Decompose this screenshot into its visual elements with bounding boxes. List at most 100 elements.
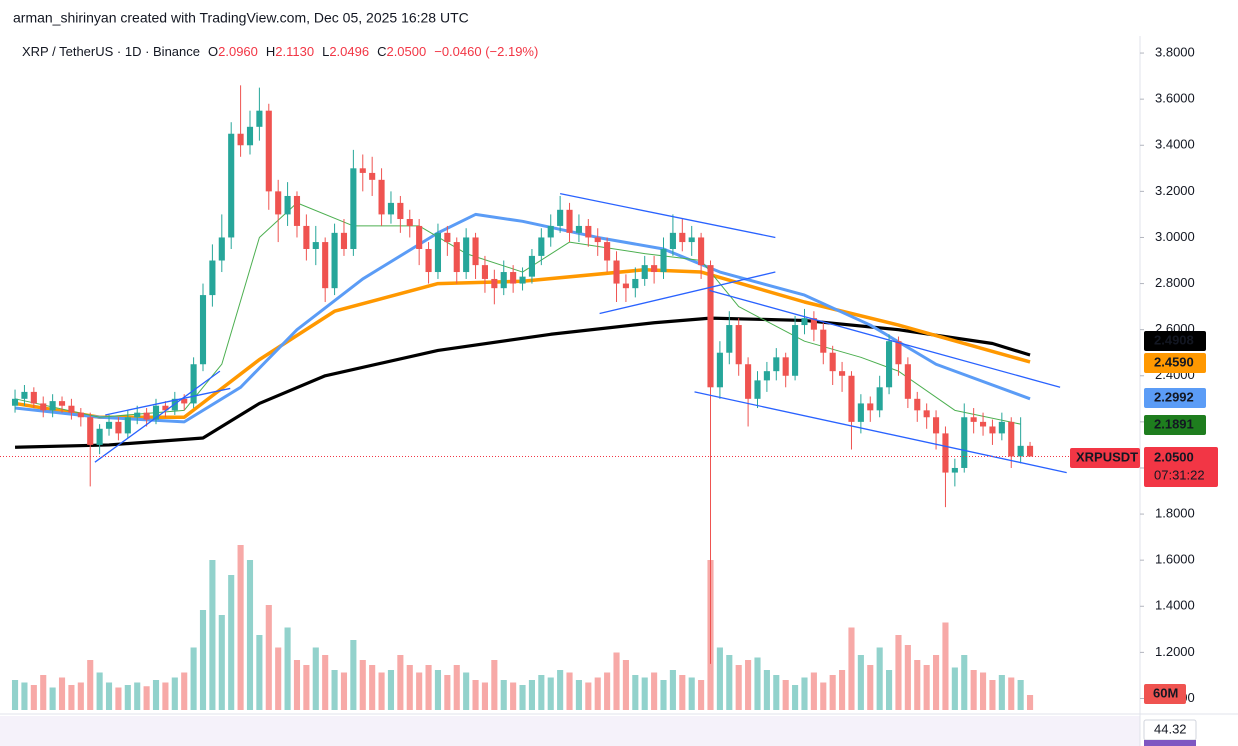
candle-body — [87, 417, 94, 445]
y-tick-label: 1.8000 — [1155, 506, 1195, 521]
candle-body — [500, 272, 507, 289]
change: −0.0460 (−2.19%) — [434, 44, 538, 59]
price-label: 2.4590 — [1154, 354, 1194, 369]
candle-body — [218, 237, 225, 261]
candle-body — [275, 191, 282, 215]
candle-body — [763, 371, 770, 381]
candle-body — [406, 219, 413, 226]
candle-body — [359, 168, 366, 173]
volume-bar — [745, 660, 752, 710]
volume-bar — [143, 686, 150, 710]
candle-body — [350, 168, 357, 249]
candle-body — [190, 364, 197, 404]
volume-bar — [1008, 677, 1015, 710]
volume-bar — [904, 645, 911, 710]
volume-bar — [867, 665, 874, 710]
volume-bar — [87, 660, 94, 710]
volume-bar — [293, 660, 301, 710]
trend-line — [709, 289, 1061, 388]
volume-bar — [397, 655, 404, 710]
volume-label: 60M — [1153, 685, 1178, 700]
price-label: 2.4908 — [1154, 332, 1194, 347]
candle-body — [115, 421, 122, 434]
last-price-box — [1144, 447, 1218, 487]
candle-body — [425, 248, 432, 273]
candle-body — [773, 357, 780, 372]
candle-body — [942, 433, 949, 473]
volume-bar — [698, 680, 705, 710]
candle-body — [782, 357, 789, 376]
volume-bar — [77, 682, 84, 710]
y-tick-label: 3.4000 — [1155, 137, 1195, 152]
volume-bar — [848, 627, 855, 710]
volume-bar — [209, 560, 216, 710]
ohlc-label: H — [266, 44, 275, 59]
candle-body — [444, 232, 451, 243]
volume-label-box — [1144, 684, 1186, 704]
price-label: 2.1891 — [1154, 416, 1194, 431]
candle-body — [904, 364, 911, 399]
candle-body — [604, 242, 611, 261]
ohlc-value: 2.0496 — [329, 44, 369, 59]
candle-body — [895, 341, 902, 365]
candle-body — [622, 283, 629, 289]
volume-bar — [510, 682, 517, 710]
candle-body — [340, 232, 348, 249]
volume-bar — [660, 680, 667, 710]
rsi-pane — [0, 716, 1140, 746]
candle-body — [199, 295, 207, 365]
volume-bar — [322, 655, 329, 710]
y-tick-label: 1.6000 — [1155, 552, 1195, 567]
candle-body — [11, 398, 19, 406]
volume-bar — [340, 672, 348, 710]
volume-bar — [989, 680, 996, 710]
volume-bar — [914, 660, 921, 710]
candle-body — [867, 403, 874, 411]
volume-bar — [951, 667, 958, 710]
price-label: 2.2992 — [1154, 389, 1194, 404]
volume-bar — [538, 675, 545, 710]
price-label-box — [1144, 331, 1206, 351]
ohlc-label: O — [208, 44, 218, 59]
volume-bar — [575, 680, 582, 710]
candle-body — [256, 110, 263, 127]
candle-body — [998, 421, 1005, 434]
candle-body — [820, 329, 827, 353]
volume-bar — [218, 615, 225, 710]
volume-bar — [11, 680, 19, 710]
volume-bar — [134, 682, 141, 710]
volume-bar — [500, 680, 507, 710]
ohlc-value: 2.0500 — [386, 44, 426, 59]
candle-body — [698, 237, 705, 266]
volume-bar — [124, 685, 131, 710]
candle-body — [105, 421, 113, 429]
trend-line — [599, 271, 776, 315]
candle-body — [397, 202, 404, 220]
volume-bar — [434, 670, 442, 710]
candle-body — [293, 195, 301, 226]
volume-bar — [246, 560, 254, 710]
candle-body — [735, 325, 742, 365]
candle-body — [669, 232, 676, 249]
volume-bar — [632, 675, 639, 710]
volume-bar — [961, 655, 968, 710]
volume-bar — [68, 685, 75, 710]
ohlc-label: C — [377, 44, 386, 59]
volume-bar — [998, 675, 1005, 710]
ohlc-value: 2.1130 — [275, 44, 314, 59]
y-tick-label: 3.0000 — [1155, 229, 1195, 244]
candle-body — [481, 265, 489, 279]
volume-bar — [453, 665, 460, 710]
volume-bar — [96, 672, 103, 710]
volume-bar — [331, 670, 338, 710]
symbol: XRP / TetherUS · 1D · Binance — [22, 44, 200, 59]
countdown: 07:31:22 — [1154, 467, 1205, 482]
candle-body — [829, 352, 836, 372]
y-tick-label: 3.6000 — [1155, 91, 1195, 106]
candle-body — [857, 403, 864, 422]
moving-average — [14, 316, 1031, 449]
volume-bar — [763, 670, 770, 710]
volume-bar — [782, 680, 789, 710]
candle-body — [989, 426, 996, 434]
candle-body — [331, 232, 338, 289]
